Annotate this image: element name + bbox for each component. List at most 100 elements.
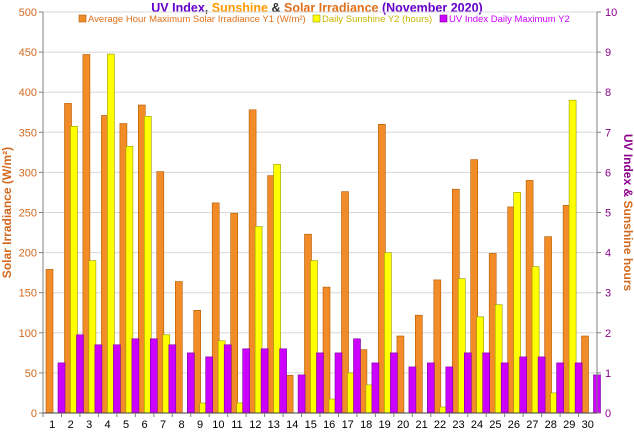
legend-label-irradiance: Average Hour Maximum Solar Irradiance Y1… (88, 14, 306, 25)
chart-title-part-2: Sunshine (212, 1, 268, 15)
x-tick-label-5: 5 (123, 419, 129, 431)
bar-uv-11 (242, 348, 250, 414)
x-tick-label-29: 29 (563, 419, 575, 431)
x-tick-label-21: 21 (415, 419, 427, 431)
y1-tick-label-2: 100 (19, 328, 37, 340)
y1-tick-label-7: 350 (19, 127, 37, 139)
y2-tick-label-0: 0 (605, 408, 611, 420)
bar-uv-5 (131, 338, 140, 414)
bar-uv-26 (519, 356, 528, 414)
bar-uv-23 (463, 352, 472, 414)
grid-lines (43, 11, 597, 374)
legend-label-sunshine: Daily Sunshine Y2 (hours) (322, 14, 432, 25)
y2-tick-label-1: 1 (605, 368, 611, 380)
chart-title-part-1: , (205, 1, 212, 15)
y-axis-label-right-part-2: Sunshine hours (621, 201, 634, 292)
bar-uv-21 (426, 362, 435, 414)
x-tick-label-26: 26 (508, 419, 520, 431)
y1-tick-label-0: 0 (31, 408, 37, 420)
y1-tick-label-3: 150 (19, 288, 37, 300)
bar-uv-2 (76, 334, 84, 414)
x-tick-label-2: 2 (68, 419, 74, 431)
bar-uv-28 (556, 362, 564, 414)
bar-uv-13 (279, 348, 287, 414)
x-tick-label-14: 14 (286, 419, 298, 431)
bar-uv-12 (260, 348, 269, 414)
y2-tick-label-10: 10 (605, 7, 617, 19)
bar-uv-17 (353, 338, 361, 414)
x-tick-label-17: 17 (342, 419, 354, 431)
y-axis-label-right: UV Index & Sunshine hours (621, 134, 634, 292)
y2-tick-label-5: 5 (605, 208, 611, 220)
x-tick-label-30: 30 (582, 419, 594, 431)
bar-irradiance-16 (322, 286, 331, 414)
x-tick-label-25: 25 (489, 419, 501, 431)
y1-tick-label-6: 300 (19, 167, 37, 179)
chart-title-part-4: Solar Irradiance (284, 1, 379, 15)
x-tick-label-15: 15 (305, 419, 317, 431)
x-tick-label-24: 24 (471, 419, 483, 431)
x-tick-label-13: 13 (268, 419, 280, 431)
legend-swatch-uv (439, 14, 448, 23)
y2-tick-label-2: 2 (605, 328, 611, 340)
bar-uv-10 (223, 344, 232, 414)
y2-tick-label-8: 8 (605, 87, 611, 99)
bar-uv-29 (574, 362, 583, 414)
bar-irradiance-8 (175, 281, 183, 414)
y2-tick-label-6: 6 (605, 167, 611, 179)
legend-swatch-irradiance (78, 14, 87, 23)
bar-uv-6 (150, 338, 158, 414)
bar-uv-14 (297, 374, 306, 414)
bar-uv-27 (537, 356, 546, 414)
y1-tick-label-1: 50 (25, 368, 37, 380)
bar-irradiance-22 (433, 279, 442, 414)
bar-irradiance-14 (285, 374, 294, 414)
axes: 0501001502002503003504004505000123456789… (19, 7, 618, 431)
x-tick-label-1: 1 (49, 419, 55, 431)
bar-uv-20 (408, 366, 417, 414)
x-tick-label-18: 18 (360, 419, 372, 431)
bar-irradiance-9 (193, 309, 201, 414)
y1-tick-label-5: 250 (19, 208, 37, 220)
x-tick-label-16: 16 (323, 419, 335, 431)
legend-swatch-sunshine (312, 14, 321, 23)
bar-irradiance-1 (45, 269, 54, 414)
x-tick-label-9: 9 (197, 419, 203, 431)
bar-uv-4 (113, 344, 121, 414)
y2-tick-label-3: 3 (605, 288, 611, 300)
x-tick-label-19: 19 (378, 419, 390, 431)
x-tick-label-22: 22 (434, 419, 446, 431)
y2-tick-label-7: 7 (605, 127, 611, 139)
x-tick-label-3: 3 (86, 419, 92, 431)
bar-uv-7 (168, 344, 177, 414)
chart-title-part-5: (November 2020) (378, 1, 482, 15)
x-tick-label-23: 23 (452, 419, 464, 431)
y1-tick-label-9: 450 (19, 47, 37, 59)
legend: Average Hour Maximum Solar Irradiance Y1… (78, 14, 570, 25)
y-axis-label-right-part-1: & (621, 185, 634, 200)
x-tick-label-20: 20 (397, 419, 409, 431)
y1-tick-label-8: 400 (19, 87, 37, 99)
chart-title-part-3: & (268, 1, 284, 15)
bar-irradiance-20 (396, 335, 405, 414)
x-tick-label-10: 10 (212, 419, 224, 431)
bar-uv-22 (445, 366, 454, 414)
bar-uv-9 (205, 356, 213, 414)
bar-irradiance-28 (544, 236, 552, 414)
x-tick-label-27: 27 (526, 419, 538, 431)
y-axis-label-left: Solar Irradiance (W/m²) (0, 147, 14, 278)
y1-tick-label-10: 500 (19, 7, 37, 19)
chart-title-part-0: UV Index (151, 1, 205, 15)
x-tick-label-12: 12 (249, 419, 261, 431)
y-axis-label-right-part-0: UV Index (621, 134, 634, 186)
bar-uv-8 (187, 352, 195, 414)
x-tick-label-7: 7 (160, 419, 166, 431)
x-tick-label-8: 8 (178, 419, 184, 431)
bar-irradiance-30 (581, 335, 589, 414)
bar-uv-19 (390, 352, 398, 414)
y2-tick-label-9: 9 (605, 47, 611, 59)
bar-uv-25 (500, 362, 509, 414)
legend-label-uv: UV Index Daily Maximum Y2 (449, 14, 570, 25)
